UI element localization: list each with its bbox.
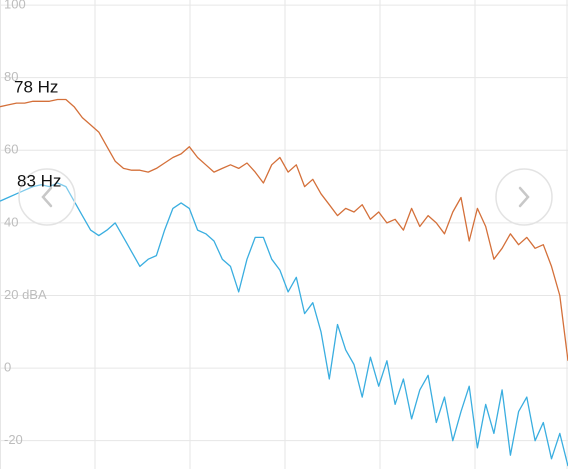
series-label: 78 Hz bbox=[14, 77, 58, 96]
series-line bbox=[0, 98, 568, 361]
next-button[interactable] bbox=[495, 168, 553, 226]
y-tick-label: 80 bbox=[4, 69, 18, 84]
y-tick-label: 60 bbox=[4, 142, 18, 157]
y-tick-label: 0 bbox=[4, 360, 11, 375]
series-label: 83 Hz bbox=[17, 171, 61, 190]
prev-button[interactable] bbox=[18, 168, 76, 226]
y-tick-label: 20 dBA bbox=[4, 287, 47, 302]
series-line bbox=[0, 182, 568, 467]
y-tick-label: 100 bbox=[4, 0, 26, 12]
y-tick-label: -20 bbox=[4, 432, 23, 447]
y-tick-label: 40 bbox=[4, 214, 18, 229]
